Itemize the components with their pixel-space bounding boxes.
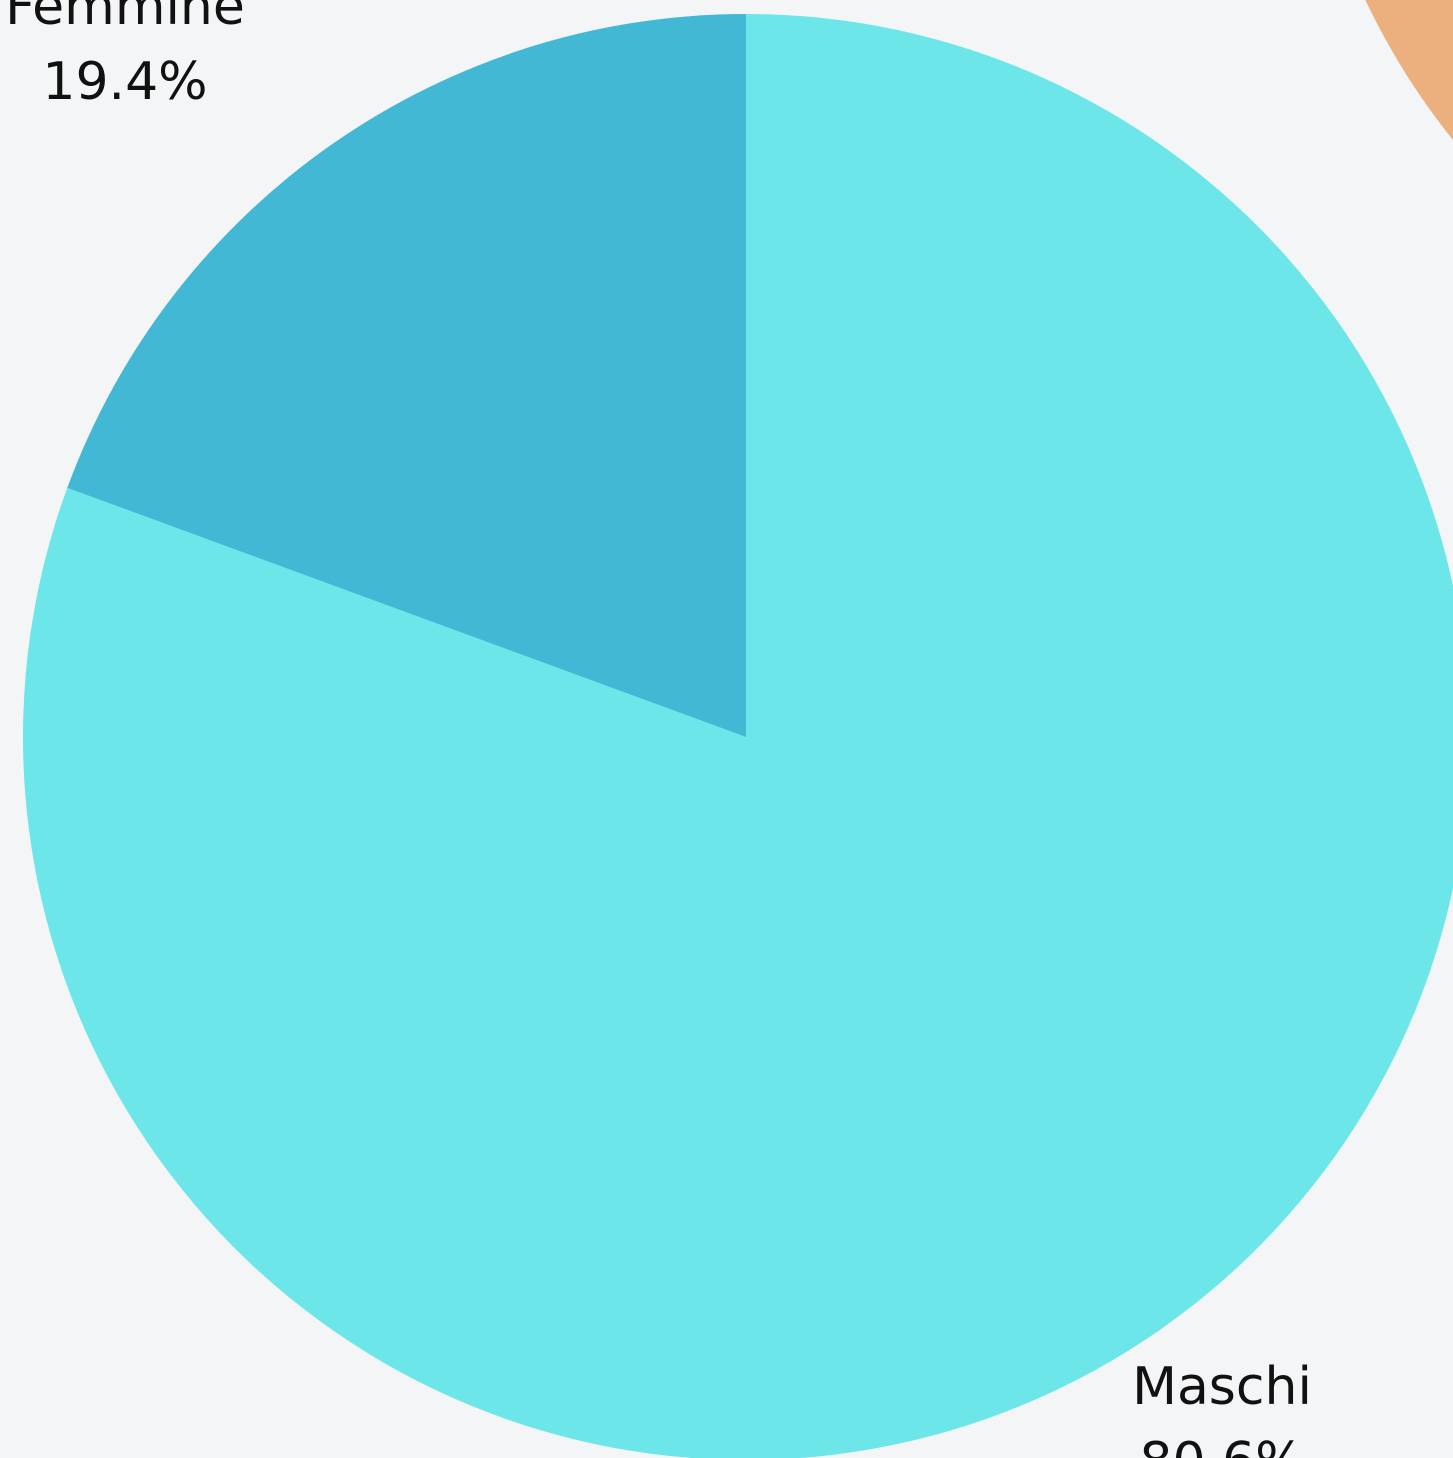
- neighbor-chart-edge: [1365, 0, 1453, 140]
- labels: Maschi 80.6% Femmine 19.4%: [5, 0, 1312, 1458]
- pie-slice: [67, 14, 747, 737]
- pie-slice: [23, 14, 1453, 1458]
- slice-label: Femmine: [5, 0, 245, 37]
- slice-value-label: 80.6%: [1139, 1432, 1304, 1458]
- pie: [23, 14, 1453, 1458]
- slice-value-label: 19.4%: [42, 52, 207, 112]
- slice-label: Maschi: [1132, 1357, 1312, 1417]
